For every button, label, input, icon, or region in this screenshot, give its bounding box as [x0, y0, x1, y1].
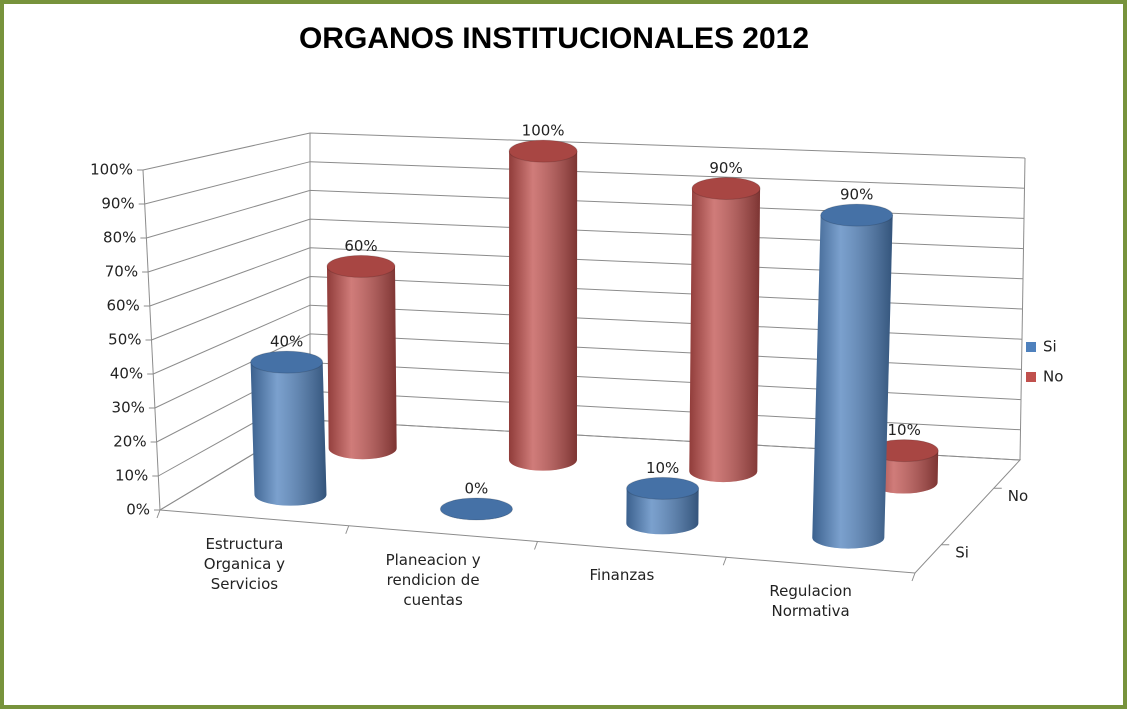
legend-swatch	[1026, 372, 1036, 382]
cylinder-cap-shade	[820, 204, 893, 227]
cylinder-cap-shade	[250, 351, 323, 374]
y-tick-label: 30%	[112, 399, 145, 417]
cylinder-cap	[508, 139, 578, 163]
depth-label: No	[1008, 487, 1028, 505]
x-tick-label: Planeacion y rendicion de cuentas	[385, 550, 481, 609]
value-axis	[142, 169, 161, 511]
legend-label: No	[1043, 368, 1063, 386]
cylinder-shading	[326, 266, 397, 460]
cylinder-shading	[508, 151, 578, 471]
y-tick-label: 40%	[110, 365, 143, 383]
x-tick	[534, 541, 538, 550]
chart: ORGANOS INSTITUCIONALES 2012 0% 10% 20% 30%…	[90, 22, 1063, 582]
x-tick	[345, 525, 350, 534]
cylinder-cap	[250, 350, 324, 374]
x-tick	[722, 557, 727, 566]
cylinder-cap-shade	[440, 497, 513, 520]
cylinder-cap	[626, 476, 700, 500]
cylinder-cap	[439, 497, 513, 521]
y-tick-label: 100%	[90, 161, 133, 179]
grid-line	[151, 275, 1023, 341]
value-label: 10%	[646, 459, 679, 477]
grid-line	[149, 247, 1024, 307]
y-tick-label: 10%	[115, 467, 148, 485]
y-tick-label: 70%	[105, 263, 138, 281]
x-tick-label: Regulacion Normativa	[769, 582, 852, 621]
y-tick-label: 20%	[113, 433, 146, 451]
y-tick-label: 90%	[101, 195, 134, 213]
value-label: 0%	[465, 479, 489, 497]
y-tick-label: 0%	[126, 501, 150, 519]
cylinder-shading	[689, 188, 761, 483]
cylinder-cap-shade	[692, 177, 761, 200]
legend-swatch	[1026, 342, 1036, 352]
x-tick	[156, 509, 161, 519]
y-tick-label: 50%	[108, 331, 141, 349]
depth-label: Si	[955, 543, 969, 561]
y-tick-label: 80%	[103, 229, 136, 247]
cylinder-shading	[250, 362, 327, 506]
value-label: 60%	[344, 237, 377, 255]
cylinder-cap-shade	[870, 439, 939, 462]
cylinder-cap-shade	[626, 477, 699, 500]
cylinder-cap	[326, 254, 396, 278]
legend-label: Si	[1043, 338, 1057, 356]
value-label: 90%	[709, 159, 742, 177]
grid-line	[144, 161, 1025, 205]
y-tick-label: 60%	[106, 297, 139, 315]
x-tick-label: Finanzas	[589, 566, 655, 585]
cylinder-cap	[820, 203, 894, 227]
grid-line	[142, 132, 1026, 171]
cylinder-cap-shade	[509, 140, 578, 163]
cylinder-shading	[626, 488, 699, 535]
x-tick	[911, 572, 916, 582]
cylinder-cap	[691, 176, 761, 200]
back-wall-edge	[1019, 157, 1026, 461]
x-tick-label: Estructura Organica y Servicios	[203, 534, 285, 593]
value-label: 100%	[522, 122, 565, 140]
value-label: 10%	[888, 421, 921, 439]
chart-title: ORGANOS INSTITUCIONALES 2012	[299, 22, 809, 55]
value-label: 90%	[840, 186, 873, 204]
value-label: 40%	[270, 333, 303, 351]
cylinder-cap-shade	[326, 255, 395, 278]
cylinder-shading	[812, 215, 893, 549]
cylinder-shading	[869, 450, 939, 494]
